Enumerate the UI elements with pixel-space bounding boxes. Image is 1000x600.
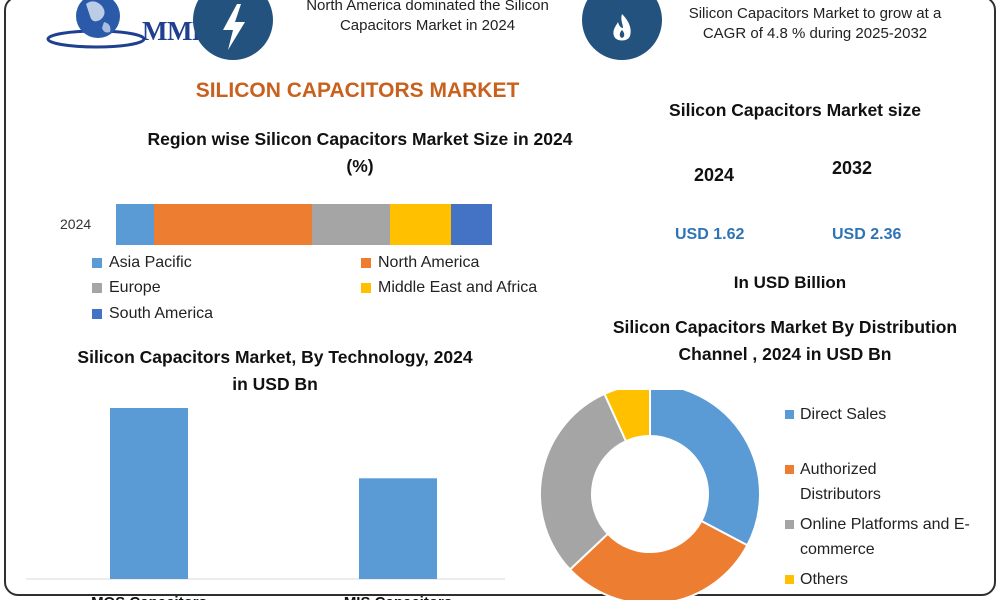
legend-swatch [92,283,102,293]
infographic-frame [4,0,996,596]
legend-label: Asia Pacific [109,254,192,271]
legend-label: Direct Sales [800,406,887,423]
legend-label: Others [800,571,849,588]
market-size-title: Silicon Capacitors Market size [669,100,921,120]
bar-segment-middle-east-and-africa [390,204,451,245]
distribution-donut-chart [539,390,761,600]
legend-swatch [785,465,794,474]
donut-slice-3 [603,390,651,443]
bar-segment-south-america [450,204,492,245]
market-size-unit: In USD Billion [733,273,847,292]
legend-swatch [361,258,371,268]
legend-item-north-america: North America [361,254,479,272]
lightning-bolt-icon [193,0,273,60]
bar-1 [359,478,437,579]
legend-swatch [361,283,371,293]
legend-swatch [785,410,794,419]
globe-icon [46,0,146,49]
donut-slice-2 [539,392,628,571]
legend-item-middle-east-africa: Middle East and Africa [361,279,537,297]
donut-slice-0 [649,390,761,547]
legend-label: North America [378,254,480,271]
header-text-cagr: Silicon Capacitors Market to grow at a C… [688,5,942,42]
legend-label: Authorized Distributors [800,461,881,503]
legend-item-south-america: South America [92,305,213,323]
market-size-value-2032: USD 2.36 [832,226,902,243]
bar-segment-north-america [153,204,312,245]
x-tick-label: MOS Capacitors [91,594,207,600]
market-size-year-2032: 2032 [832,158,873,178]
donut-legend-online-platforms: Online Platforms and E-commerce [785,512,985,562]
region-bar-category-label: 2024 [60,216,92,232]
technology-bar-chart: MOS Capacitors MIS Capacitors [26,408,505,600]
region-stacked-bar [116,204,492,245]
distribution-chart-title: Silicon Capacitors Market By Distributio… [612,317,958,364]
legend-swatch [92,258,102,268]
donut-legend-others: Others [785,567,985,592]
donut-slice-1 [568,519,749,600]
donut-legend-authorized-distributors: Authorized Distributors [785,457,905,507]
legend-label: Online Platforms and E-commerce [800,516,970,558]
legend-label: Europe [109,279,161,296]
region-chart-title: Region wise Silicon Capacitors Market Si… [147,129,573,176]
market-size-value-2024: USD 1.62 [675,226,745,243]
technology-chart-title: Silicon Capacitors Market, By Technology… [77,347,473,394]
legend-swatch [785,520,794,529]
legend-item-europe: Europe [92,279,161,297]
legend-swatch [92,309,102,319]
donut-legend-direct-sales: Direct Sales [785,402,985,427]
legend-swatch [785,575,794,584]
bar-segment-asia-pacific [116,204,154,245]
legend-item-asia-pacific: Asia Pacific [92,254,192,272]
legend-label: Middle East and Africa [378,279,538,296]
main-title: SILICON CAPACITORS MARKET [195,79,520,102]
legend-label: South America [109,305,214,322]
header-text-dominance: North America dominated the Silicon Capa… [306,0,549,34]
market-size-year-2024: 2024 [694,165,735,185]
flame-icon [582,0,662,60]
bar-segment-europe [311,204,391,245]
bar-0 [110,408,188,579]
x-tick-label: MIS Capacitors [344,594,452,600]
